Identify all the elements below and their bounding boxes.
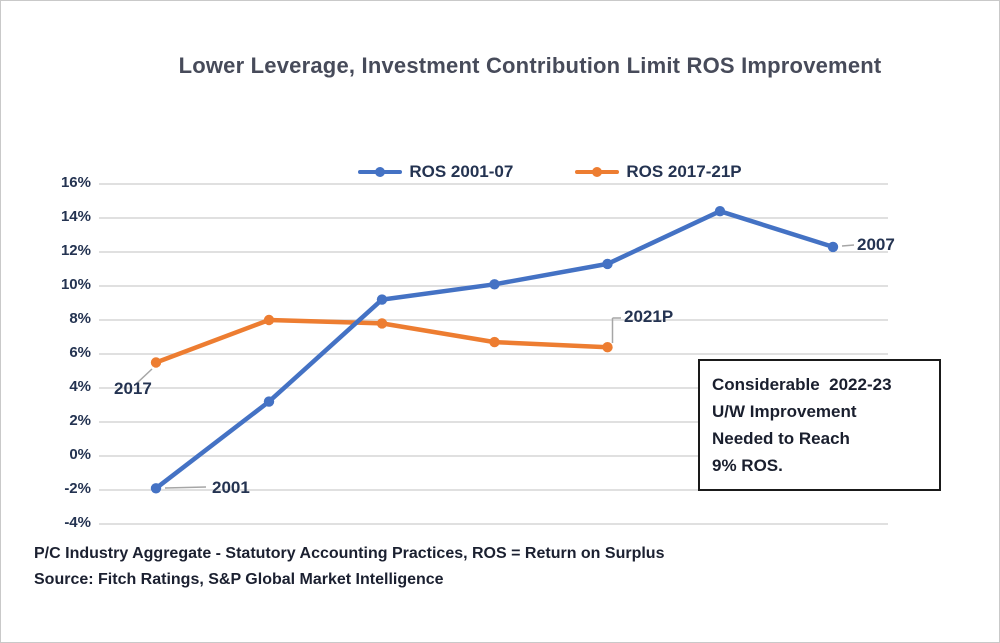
- legend: ROS 2001-07 ROS 2017-21P: [101, 162, 999, 182]
- y-tick-label: -2%: [64, 480, 91, 497]
- legend-item-ros-2001-07: ROS 2001-07: [358, 162, 513, 182]
- y-tick-label: 10%: [60, 276, 91, 293]
- leader-line: [164, 486, 207, 489]
- data-point-marker: [150, 357, 162, 368]
- y-tick-label: 4%: [69, 378, 91, 395]
- chart-title: Lower Leverage, Investment Contribution …: [178, 53, 882, 78]
- line-marker-icon: [575, 167, 620, 178]
- y-tick-label: 8%: [69, 310, 91, 327]
- data-point-marker: [263, 314, 275, 326]
- data-point-marker: [489, 336, 500, 348]
- y-tick-label: 0%: [69, 446, 91, 463]
- point-label-2001: 2001: [212, 478, 250, 497]
- data-point-marker: [376, 294, 388, 305]
- y-tick-label: 12%: [60, 242, 91, 259]
- y-tick-label: 14%: [60, 208, 91, 225]
- legend-item-ros-2017-21p: ROS 2017-21P: [575, 162, 742, 182]
- data-point-marker: [376, 318, 388, 329]
- data-point-marker: [150, 483, 162, 494]
- line-marker-icon: [358, 167, 403, 178]
- data-point-marker: [489, 279, 500, 290]
- annotation-box: Considerable 2022-23 U/W Improvement Nee…: [698, 359, 941, 491]
- footnote-definition: P/C Industry Aggregate - Statutory Accou…: [34, 545, 665, 562]
- y-tick-label: 2%: [69, 412, 91, 429]
- data-point-marker: [714, 206, 726, 217]
- data-point-marker: [263, 396, 275, 407]
- point-label-2021p: 2021P: [624, 307, 674, 326]
- point-label-2007: 2007: [857, 235, 895, 254]
- legend-label-ros-2001-07: ROS 2001-07: [409, 162, 514, 181]
- y-tick-label: -4%: [64, 514, 91, 531]
- data-point-marker: [827, 241, 839, 253]
- footnote-source: Source: Fitch Ratings, S&P Global Market…: [34, 571, 444, 588]
- point-label-2017: 2017: [114, 379, 152, 398]
- data-point-marker: [602, 342, 613, 353]
- leader-line: [841, 244, 855, 247]
- legend-label-ros-2017-21p: ROS 2017-21P: [626, 162, 742, 181]
- data-point-marker: [602, 258, 613, 270]
- y-tick-label: 6%: [69, 344, 91, 361]
- y-tick-label: 16%: [60, 174, 91, 191]
- leader-line: [135, 368, 153, 385]
